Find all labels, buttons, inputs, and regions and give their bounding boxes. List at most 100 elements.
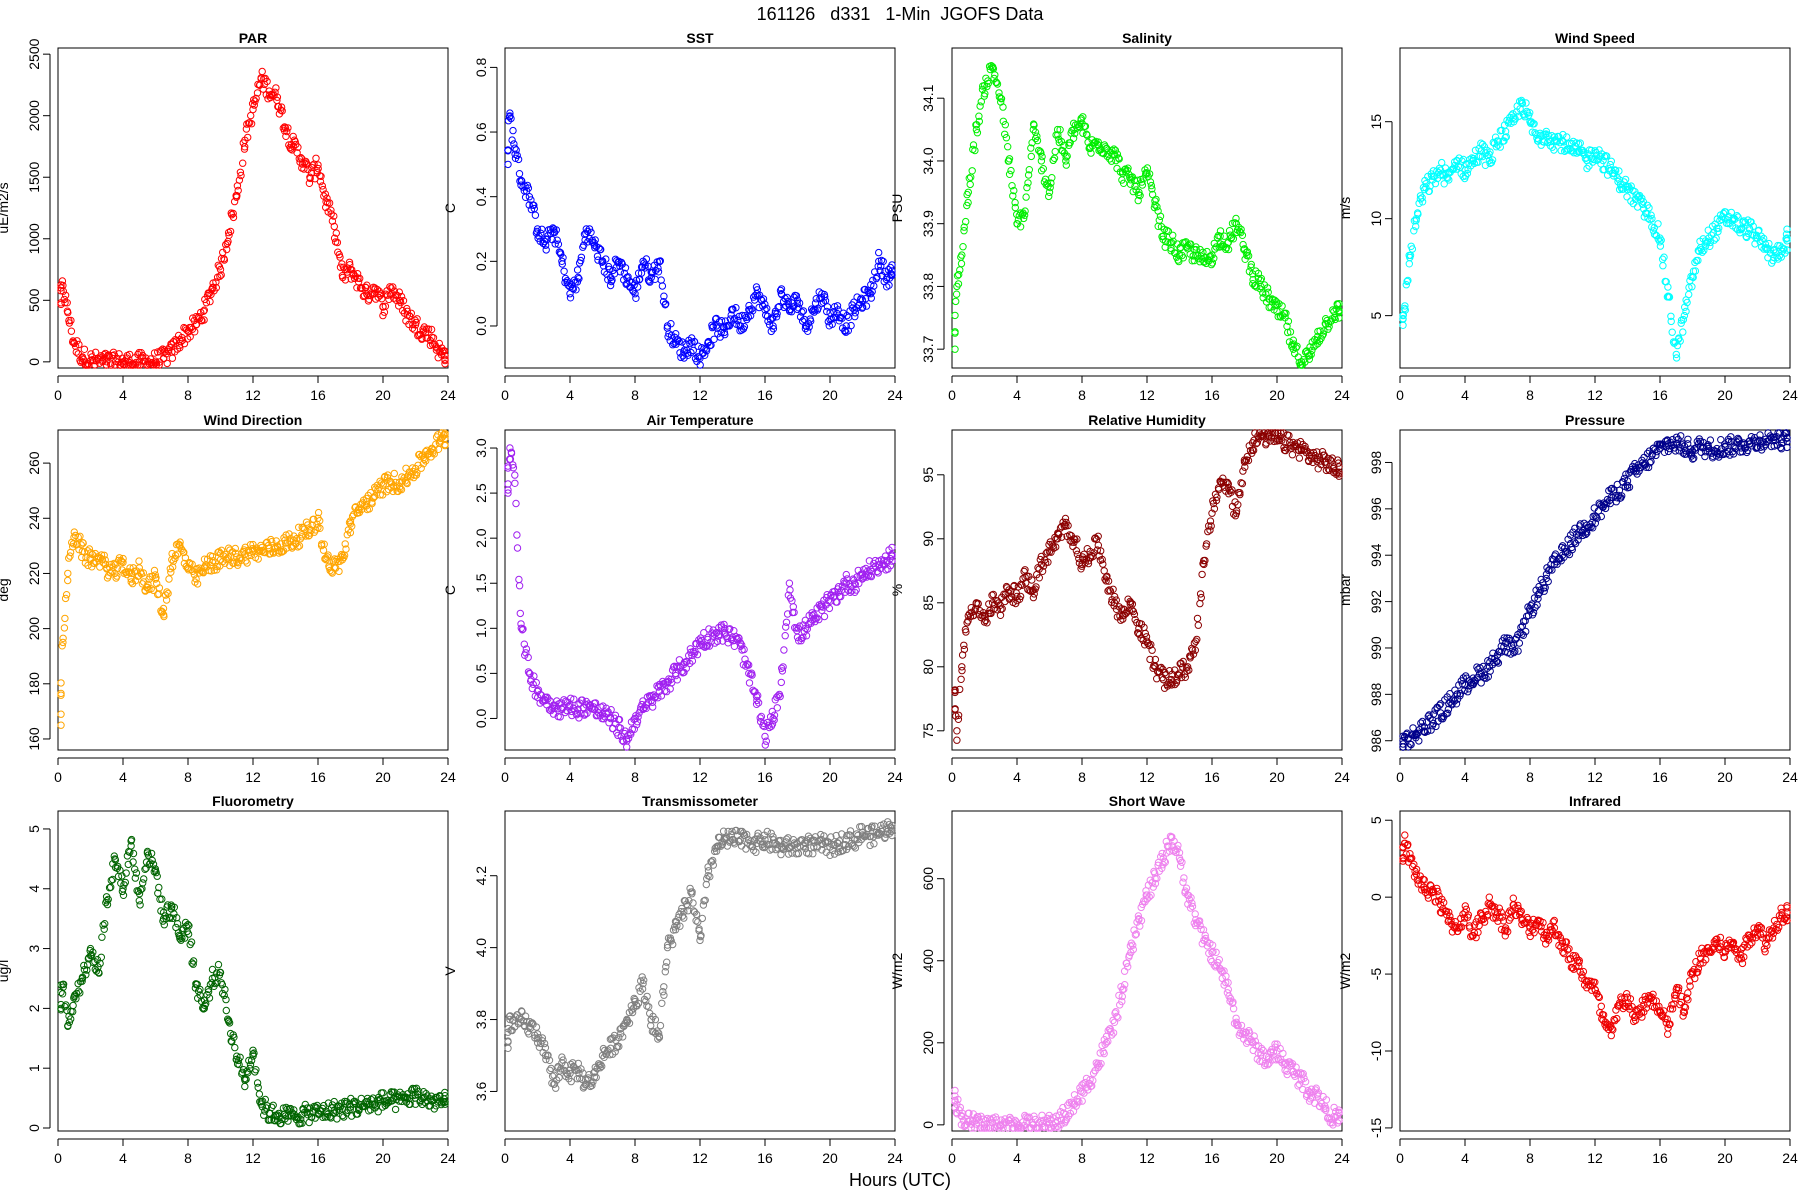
data-point <box>1647 211 1655 219</box>
series-points <box>57 835 449 1128</box>
x-tick-label: 24 <box>440 1150 456 1166</box>
panel-y-label: uE/m2/s <box>0 182 11 233</box>
data-point <box>346 517 355 525</box>
x-tick-label: 24 <box>440 387 456 403</box>
data-point <box>700 629 708 637</box>
data-point <box>1157 663 1165 672</box>
data-point <box>1153 675 1161 683</box>
data-point <box>518 626 526 634</box>
data-point <box>386 283 394 291</box>
data-point <box>623 743 631 751</box>
data-point <box>974 600 982 608</box>
data-point <box>798 308 806 316</box>
data-point <box>1589 158 1597 166</box>
data-point <box>1115 155 1123 163</box>
data-point <box>514 155 523 164</box>
data-point <box>667 320 675 328</box>
data-point <box>294 143 302 151</box>
data-point <box>441 352 449 360</box>
data-point <box>674 336 682 344</box>
data-point <box>1010 186 1018 195</box>
data-point <box>1303 447 1311 455</box>
data-point <box>1148 185 1156 193</box>
data-point <box>1667 312 1675 320</box>
data-point <box>1001 121 1009 129</box>
data-point <box>573 266 582 274</box>
data-point <box>1238 479 1247 488</box>
data-point <box>250 546 259 554</box>
data-point <box>244 551 253 560</box>
data-point <box>412 318 420 327</box>
data-point <box>441 360 449 368</box>
data-point <box>1656 238 1664 246</box>
data-point <box>1124 595 1132 603</box>
data-point <box>171 554 179 563</box>
data-point <box>578 696 586 704</box>
data-point <box>220 256 229 264</box>
data-point <box>91 361 99 369</box>
data-point <box>1216 227 1225 235</box>
data-point <box>402 479 410 487</box>
data-point <box>694 918 702 926</box>
data-point <box>236 168 245 177</box>
data-point <box>880 556 888 565</box>
data-point <box>958 666 966 675</box>
data-point <box>504 117 513 125</box>
data-point <box>672 330 680 338</box>
data-point <box>1141 629 1150 638</box>
panel-title: Transmissometer <box>642 793 758 809</box>
data-point <box>602 255 610 263</box>
data-point <box>304 521 312 529</box>
data-point <box>602 704 610 712</box>
x-tick-label: 24 <box>887 387 903 403</box>
data-point <box>1148 646 1156 654</box>
data-point <box>391 1105 400 1114</box>
data-point <box>888 551 896 559</box>
data-point <box>752 692 761 701</box>
x-tick-label: 0 <box>54 769 62 785</box>
data-point <box>91 348 100 356</box>
data-point <box>1077 114 1085 123</box>
data-point <box>989 64 997 72</box>
data-point <box>1228 233 1236 242</box>
data-point <box>1289 336 1298 344</box>
data-point <box>538 225 546 234</box>
data-point <box>749 686 757 694</box>
data-point <box>1710 236 1719 244</box>
x-tick-label: 0 <box>1396 769 1404 785</box>
data-point <box>1263 284 1272 292</box>
data-point <box>1134 629 1142 637</box>
data-point <box>962 628 970 636</box>
x-tick-label: 20 <box>822 387 838 403</box>
x-tick-label: 8 <box>631 387 639 403</box>
data-point <box>1576 139 1585 147</box>
data-point <box>263 538 271 546</box>
data-point <box>1110 145 1118 153</box>
data-point <box>1016 223 1025 231</box>
data-point <box>504 147 512 155</box>
data-point <box>772 313 781 321</box>
data-point <box>847 321 855 330</box>
data-point <box>964 198 972 207</box>
data-point <box>506 109 514 117</box>
data-point <box>1783 225 1791 233</box>
data-point <box>855 579 863 588</box>
x-tick-label: 0 <box>501 769 509 785</box>
data-point <box>424 325 433 333</box>
data-point <box>1192 637 1200 645</box>
data-point <box>866 841 874 850</box>
data-point <box>224 228 233 237</box>
data-point <box>287 145 295 153</box>
data-point <box>164 589 172 598</box>
data-point <box>1115 603 1123 611</box>
x-tick-label: 12 <box>245 1150 261 1166</box>
data-point <box>125 350 134 359</box>
data-point <box>1182 664 1191 672</box>
data-point <box>1109 585 1117 593</box>
data-point <box>1623 193 1631 201</box>
data-point <box>957 259 966 268</box>
x-tick-label: 20 <box>822 769 838 785</box>
data-point <box>1316 457 1325 465</box>
